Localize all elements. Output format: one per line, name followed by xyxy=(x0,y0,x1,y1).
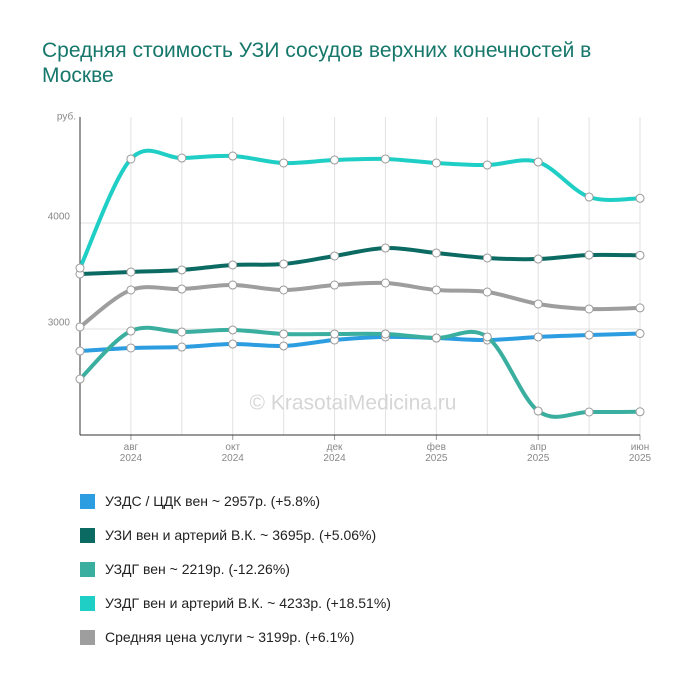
point xyxy=(279,329,289,339)
point xyxy=(584,330,594,340)
point xyxy=(380,154,390,164)
point xyxy=(126,154,136,164)
point xyxy=(482,253,492,263)
legend-swatch xyxy=(80,527,95,543)
legend-label: УЗДГ вен и артерий В.К. ~ 4233р. (+18.51… xyxy=(105,595,391,611)
point xyxy=(584,250,594,260)
y-tick-label: 3000 xyxy=(48,318,71,329)
point xyxy=(126,326,136,336)
point xyxy=(380,329,390,339)
point xyxy=(228,339,238,349)
x-tick-label: авг 2024 xyxy=(119,442,143,464)
point xyxy=(533,254,543,264)
point xyxy=(482,160,492,170)
point xyxy=(177,284,187,294)
point xyxy=(584,304,594,314)
legend-item: УЗДС / ЦДК вен ~ 2957р. (+5.8%) xyxy=(80,484,391,518)
point xyxy=(279,341,289,351)
point xyxy=(228,280,238,290)
point xyxy=(431,248,441,258)
legend-item: Средняя цена услуги ~ 3199р. (+6.1%) xyxy=(80,620,391,654)
y-unit: руб. xyxy=(57,111,76,123)
point xyxy=(330,251,340,261)
point xyxy=(533,406,543,416)
point xyxy=(279,259,289,269)
legend: УЗДС / ЦДК вен ~ 2957р. (+5.8%) УЗИ вен и… xyxy=(80,484,391,654)
point xyxy=(635,303,645,313)
legend-label: УЗИ вен и артерий В.К. ~ 3695р. (+5.06%) xyxy=(105,527,377,543)
x-tick-label: фев 2025 xyxy=(425,442,448,464)
point xyxy=(431,285,441,295)
point xyxy=(75,374,85,384)
legend-swatch xyxy=(80,629,95,645)
point xyxy=(635,193,645,203)
x-tick-label: апр 2025 xyxy=(527,442,550,464)
point xyxy=(584,192,594,202)
legend-label: УЗДГ вен ~ 2219р. (-12.26%) xyxy=(105,561,290,577)
point xyxy=(330,329,340,339)
point xyxy=(126,285,136,295)
point xyxy=(635,329,645,339)
point xyxy=(75,322,85,332)
point xyxy=(177,342,187,352)
x-tick-label: дек 2024 xyxy=(323,442,346,464)
legend-swatch xyxy=(80,561,95,577)
point xyxy=(431,333,441,343)
point xyxy=(177,153,187,163)
chart-title: Средняя стоимость УЗИ сосудов верхних ко… xyxy=(42,39,592,87)
point xyxy=(177,327,187,337)
x-tick-label: окт 2024 xyxy=(221,442,244,464)
point xyxy=(228,151,238,161)
point xyxy=(482,332,492,342)
point xyxy=(330,155,340,165)
legend-item: УЗДГ вен и артерий В.К. ~ 4233р. (+18.51… xyxy=(80,586,391,620)
point xyxy=(75,263,85,273)
point xyxy=(330,280,340,290)
point xyxy=(533,299,543,309)
point xyxy=(584,407,594,417)
legend-item: УЗДГ вен ~ 2219р. (-12.26%) xyxy=(80,552,391,586)
point xyxy=(482,287,492,297)
point xyxy=(228,260,238,270)
point xyxy=(431,158,441,168)
point xyxy=(126,343,136,353)
point xyxy=(75,346,85,356)
watermark: © KrasotaiMedicina.ru xyxy=(250,392,457,415)
point xyxy=(380,278,390,288)
point xyxy=(126,267,136,277)
legend-item: УЗИ вен и артерий В.К. ~ 3695р. (+5.06%) xyxy=(80,518,391,552)
x-tick-label: июн 2025 xyxy=(628,442,652,464)
point xyxy=(380,243,390,253)
series-line xyxy=(79,246,641,276)
point xyxy=(533,157,543,167)
series-line xyxy=(78,280,641,329)
point xyxy=(635,250,645,260)
point xyxy=(533,332,543,342)
legend-label: УЗДС / ЦДК вен ~ 2957р. (+5.8%) xyxy=(105,493,321,509)
y-tick-label: 4000 xyxy=(48,212,71,223)
point xyxy=(228,325,238,335)
point xyxy=(635,407,645,417)
point xyxy=(279,158,289,168)
point xyxy=(177,265,187,275)
legend-swatch xyxy=(80,493,95,509)
legend-label: Средняя цена услуги ~ 3199р. (+6.1%) xyxy=(105,629,355,645)
series-line xyxy=(79,331,641,354)
point xyxy=(279,285,289,295)
legend-swatch xyxy=(80,595,95,611)
